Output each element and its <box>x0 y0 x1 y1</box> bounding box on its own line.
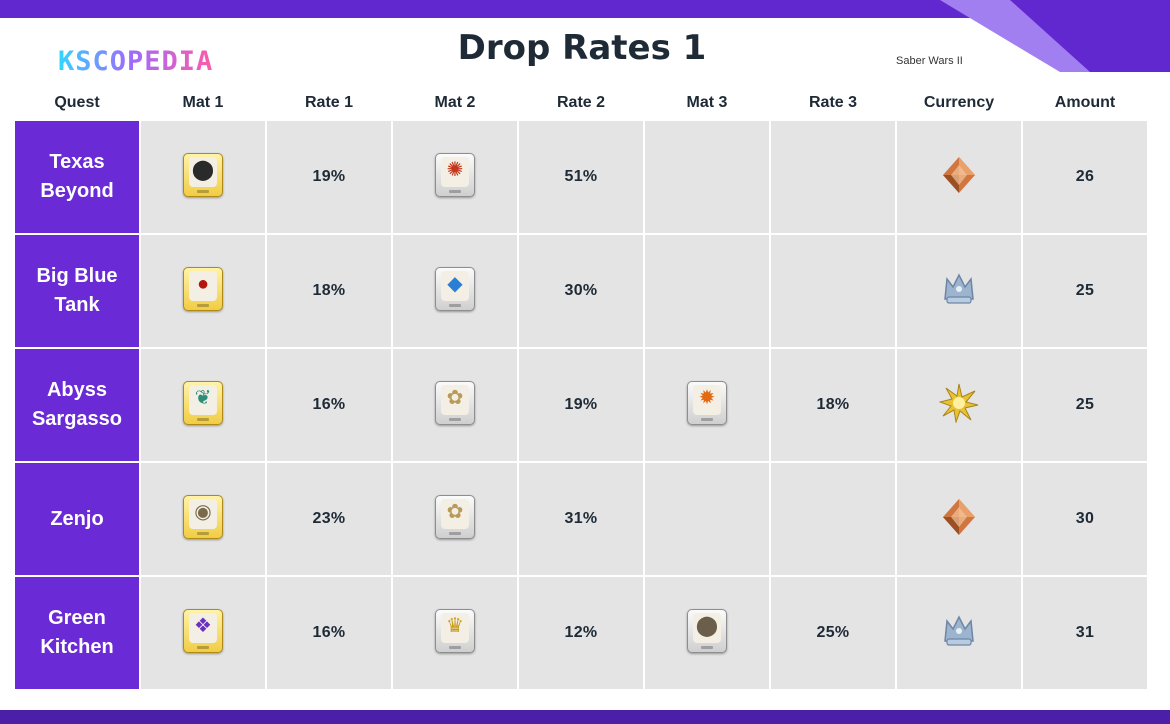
rate1-cell: 19% <box>267 121 391 233</box>
material-glyph: ◆ <box>447 272 463 295</box>
rate3-cell: 18% <box>771 349 895 461</box>
golden-bell-material-icon: ♛ <box>435 608 475 653</box>
quest-name-cell: Green Kitchen <box>15 577 139 689</box>
amount-cell: 25 <box>1023 349 1147 461</box>
rate2-cell: 30% <box>519 235 643 347</box>
mat1-cell: ⬤ <box>141 121 265 233</box>
silver-crown-icon <box>939 269 979 314</box>
amount-cell: 25 <box>1023 235 1147 347</box>
material-glyph: ✿ <box>446 386 464 409</box>
mat2-cell: ♛ <box>393 577 517 689</box>
material-glyph: ❖ <box>194 614 212 637</box>
mat2-cell: ◆ <box>393 235 517 347</box>
mat3-cell: ⬤ <box>645 577 769 689</box>
material-glyph: ⬤ <box>191 158 215 181</box>
blue-lantern-material-icon: ◆ <box>435 266 475 311</box>
column-header-amount: Amount <box>1054 93 1116 111</box>
feather-orb-material-icon: ❦ <box>183 380 223 425</box>
rate1-cell: 18% <box>267 235 391 347</box>
quest-name-cell: Big Blue Tank <box>15 235 139 347</box>
table-row: Green Kitchen ❖ 16% ♛ 12% ⬤ 25% 31 <box>15 577 1147 689</box>
game-subtitle: Saber Wars II <box>896 55 963 67</box>
mat3-cell-empty <box>645 121 769 233</box>
table-row: Texas Beyond ⬤ 19% ✺ 51% 26 <box>15 121 1147 233</box>
rate1-cell: 16% <box>267 349 391 461</box>
mat1-cell: ◉ <box>141 463 265 575</box>
quest-name-cell: Zenjo <box>15 463 139 575</box>
amount-cell: 31 <box>1023 577 1147 689</box>
rate2-cell: 12% <box>519 577 643 689</box>
top-band <box>0 0 1170 18</box>
mat1-cell: ❖ <box>141 577 265 689</box>
column-header-quest: Quest <box>54 93 100 111</box>
mat1-cell: ❦ <box>141 349 265 461</box>
amount-cell: 26 <box>1023 121 1147 233</box>
rate3-cell: 25% <box>771 577 895 689</box>
quest-name-cell: Abyss Sargasso <box>15 349 139 461</box>
table-row: Big Blue Tank ● 18% ◆ 30% 25 <box>15 235 1147 347</box>
table-header-row: Quest Mat 1 Rate 1 Mat 2 Rate 2 Mat 3 Rate 3 Cu… <box>15 86 1147 119</box>
rate1-cell: 23% <box>267 463 391 575</box>
material-glyph: ❦ <box>194 386 212 409</box>
bronze-crystal-icon <box>939 497 979 542</box>
gold-sun-crystal-icon <box>938 383 979 428</box>
material-glyph: ⬤ <box>695 614 719 637</box>
currency-cell <box>897 577 1021 689</box>
column-header-rate-1: Rate 1 <box>304 93 354 111</box>
currency-cell <box>897 463 1021 575</box>
drop-rates-table: Quest Mat 1 Rate 1 Mat 2 Rate 2 Mat 3 Rate 3 Cu… <box>13 84 1149 691</box>
column-header-currency: Currency <box>923 93 995 111</box>
material-glyph: ● <box>196 272 210 295</box>
currency-cell <box>897 235 1021 347</box>
bronze-crystal-icon <box>939 155 979 200</box>
dark-stone-material-icon: ⬤ <box>687 608 727 653</box>
mat3-cell: ✹ <box>645 349 769 461</box>
amount-cell: 30 <box>1023 463 1147 575</box>
brand-logo: KSCOPEDIA <box>58 46 214 77</box>
material-glyph: ✿ <box>446 500 464 523</box>
silver-crown-icon <box>939 611 979 656</box>
rate2-cell: 51% <box>519 121 643 233</box>
gem-crown-material-icon: ◉ <box>183 494 223 539</box>
purple-crystal-material-icon: ❖ <box>183 608 223 653</box>
page-title: Drop Rates 1 <box>457 28 707 68</box>
column-header-mat-2: Mat 2 <box>434 93 476 111</box>
rate3-cell-empty <box>771 463 895 575</box>
material-glyph: ✹ <box>698 386 716 409</box>
currency-cell <box>897 349 1021 461</box>
material-glyph: ◉ <box>194 500 212 523</box>
rate2-cell: 31% <box>519 463 643 575</box>
rate1-cell: 16% <box>267 577 391 689</box>
red-blood-drop-material-icon: ● <box>183 266 223 311</box>
table-row: Abyss Sargasso ❦ 16% ✿ 19% ✹ 18% 25 <box>15 349 1147 461</box>
seashell-material-icon: ✿ <box>435 380 475 425</box>
phoenix-flame-material-icon: ✹ <box>687 380 727 425</box>
mat1-cell: ● <box>141 235 265 347</box>
mat3-cell-empty <box>645 235 769 347</box>
rate3-cell-empty <box>771 235 895 347</box>
black-cauldron-material-icon: ⬤ <box>183 152 223 197</box>
mat2-cell: ✺ <box>393 121 517 233</box>
currency-cell <box>897 121 1021 233</box>
table-row: Zenjo ◉ 23% ✿ 31% 30 <box>15 463 1147 575</box>
seashell-material-icon: ✿ <box>435 494 475 539</box>
bottom-band <box>0 710 1170 724</box>
red-orb-chain-material-icon: ✺ <box>435 152 475 197</box>
column-header-mat-3: Mat 3 <box>686 93 728 111</box>
mat2-cell: ✿ <box>393 349 517 461</box>
rate2-cell: 19% <box>519 349 643 461</box>
mat2-cell: ✿ <box>393 463 517 575</box>
corner-decoration <box>940 0 1170 72</box>
column-header-rate-3: Rate 3 <box>808 93 858 111</box>
mat3-cell-empty <box>645 463 769 575</box>
quest-name-cell: Texas Beyond <box>15 121 139 233</box>
material-glyph: ✺ <box>446 158 464 181</box>
material-glyph: ♛ <box>446 614 464 637</box>
table-body: Texas Beyond ⬤ 19% ✺ 51% 26 Big Blue Tank ● 18% ◆… <box>15 121 1147 689</box>
rate3-cell-empty <box>771 121 895 233</box>
column-header-mat-1: Mat 1 <box>182 93 224 111</box>
column-header-rate-2: Rate 2 <box>556 93 606 111</box>
